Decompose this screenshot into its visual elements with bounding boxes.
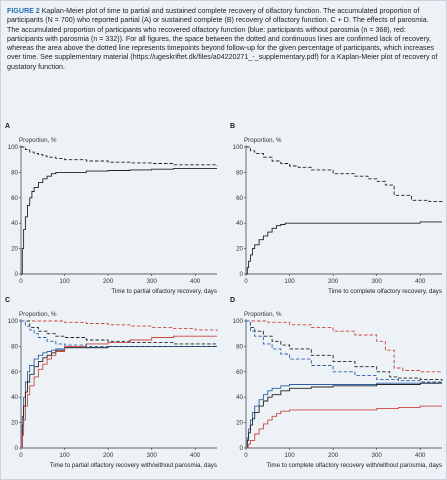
figure-caption: FIGURE 2 Kaplan-Meier plot of time to pa…: [7, 7, 439, 72]
chart-b-svg: 0 20 40 60 80 100 0 100 200 300 400 Time to complet…: [233, 144, 443, 295]
caption-text: Kaplan-Meier plot of time to partial and…: [7, 7, 438, 71]
panel-d: D Proportion, % 0 20 40 60 80 100 0 100 200 300 40…: [230, 297, 445, 475]
y-tick-label: 100: [233, 144, 244, 151]
x-tick-label: 100: [284, 452, 295, 459]
y-tick-label: 40: [236, 220, 243, 227]
x-axis-label: Time to complete olfactory recovery with…: [267, 462, 443, 469]
x-tick-label: 100: [59, 278, 70, 285]
panel-label: C: [5, 297, 11, 304]
chart-c-svg: 0 20 40 60 80 100 0 100 200 300 400 Time to partial…: [8, 318, 218, 469]
y-tick-label: 60: [11, 369, 18, 376]
x-tick-label: 300: [147, 278, 158, 285]
y-tick-label: 40: [236, 394, 243, 401]
chart-a-svg: 0 20 40 60 80 100 0 100 200 300 400 Time to partial…: [8, 144, 218, 295]
series-line-black-dashed: [246, 146, 443, 203]
x-tick-label: 200: [103, 452, 114, 459]
panel-label: B: [230, 123, 236, 130]
y-axis-label: Proportion, %: [244, 137, 282, 144]
figure-label: FIGURE 2: [7, 7, 40, 15]
x-axis-label: Time to partial olfactory recovery with/…: [50, 462, 217, 469]
x-tick-label: 100: [284, 278, 295, 285]
series-line-red-solid: [246, 405, 442, 449]
x-tick-label: 400: [415, 278, 426, 285]
y-axis-label: Proportion, %: [244, 311, 282, 318]
y-tick-label: 80: [236, 343, 243, 350]
x-tick-label: 0: [19, 278, 23, 285]
x-tick-label: 400: [190, 278, 201, 285]
y-tick-label: 80: [11, 169, 18, 176]
y-tick-label: 20: [11, 246, 18, 253]
panel-label: A: [5, 123, 11, 130]
y-tick-label: 0: [15, 271, 19, 278]
series-line-black-solid: [246, 221, 442, 275]
y-tick-label: 80: [236, 169, 243, 176]
series-line-black-dashed: [21, 320, 218, 346]
x-axis-label: Time to partial olfactory recovery, days: [111, 288, 217, 295]
x-tick-label: 0: [244, 278, 248, 285]
y-tick-label: 20: [236, 246, 243, 253]
y-tick-label: 20: [11, 420, 18, 427]
series-line-red-dashed: [246, 320, 442, 373]
y-tick-label: 0: [240, 271, 244, 278]
panel-c: C Proportion, % 0 20 40 60 80 100 0 100 200 300 40…: [5, 297, 220, 475]
y-tick-label: 100: [8, 144, 19, 151]
series-line-black-solid: [246, 382, 442, 449]
series-line-black-dashed: [246, 320, 443, 381]
series-line-blue-solid: [246, 382, 442, 449]
x-axis-label: Time to complete olfactory recovery, day…: [328, 288, 442, 295]
panel-a: A Proportion, % 0 20 40 60 80 100 0 100 200 300 40…: [5, 123, 220, 301]
y-tick-label: 40: [11, 220, 18, 227]
series-line-black-solid: [21, 345, 217, 449]
y-axis-label: Proportion, %: [19, 137, 57, 144]
x-tick-label: 200: [328, 452, 339, 459]
y-tick-label: 0: [15, 445, 19, 452]
series-line-red-dashed: [21, 320, 218, 332]
series-line-red-solid: [21, 335, 217, 449]
y-tick-label: 60: [236, 369, 243, 376]
series-line-blue-solid: [21, 345, 217, 449]
panel-b: B Proportion, % 0 20 40 60 80 100 0 100 200 300 40…: [230, 123, 445, 301]
series-line-black-solid: [21, 168, 217, 275]
series-line-blue-dashed: [246, 320, 442, 383]
x-tick-label: 400: [415, 452, 426, 459]
x-tick-label: 0: [244, 452, 248, 459]
y-tick-label: 60: [236, 195, 243, 202]
x-tick-label: 300: [147, 452, 158, 459]
x-tick-label: 200: [328, 278, 339, 285]
y-tick-label: 20: [236, 420, 243, 427]
y-tick-label: 0: [240, 445, 244, 452]
x-tick-label: 200: [103, 278, 114, 285]
y-tick-label: 80: [11, 343, 18, 350]
y-tick-label: 60: [11, 195, 18, 202]
x-tick-label: 300: [372, 278, 383, 285]
x-tick-label: 400: [190, 452, 201, 459]
y-tick-label: 100: [233, 318, 244, 325]
chart-d-svg: 0 20 40 60 80 100 0 100 200 300 400 Time to complet…: [233, 318, 443, 469]
x-tick-label: 0: [19, 452, 23, 459]
x-tick-label: 100: [59, 452, 70, 459]
x-tick-label: 300: [372, 452, 383, 459]
y-tick-label: 40: [11, 394, 18, 401]
panel-label: D: [230, 297, 236, 304]
series-line-blue-dashed: [21, 320, 217, 347]
y-tick-label: 100: [8, 318, 19, 325]
y-axis-label: Proportion, %: [19, 311, 57, 318]
series-line-black-dashed: [21, 146, 218, 166]
